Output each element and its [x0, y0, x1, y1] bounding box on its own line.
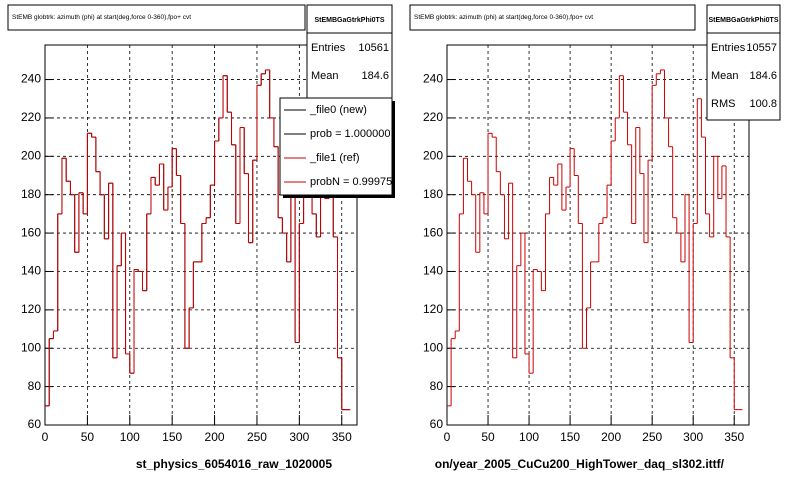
stats-box: [706, 4, 781, 121]
stats-value: 10561: [358, 42, 389, 54]
y-tick-label: 220: [21, 110, 41, 124]
x-tick-label: 100: [519, 430, 539, 444]
legend-note: prob = 1.000000: [310, 128, 390, 140]
y-tick-label: 200: [423, 148, 443, 162]
stats-value: 184.6: [749, 70, 777, 82]
y-tick-label: 100: [423, 340, 443, 354]
x-tick-label: 150: [560, 430, 580, 444]
chart-title: StEMB globtrk: azimuth (phi) at start(de…: [414, 14, 593, 21]
stats-value: 10557: [746, 42, 777, 54]
title-box: [7, 4, 306, 31]
y-tick-label: 200: [21, 148, 41, 162]
stats-label: Entries: [311, 42, 346, 54]
x-tick-label: 0: [42, 430, 49, 444]
y-tick-label: 100: [21, 340, 41, 354]
x-tick-label: 0: [444, 430, 451, 444]
x-tick-label: 150: [162, 430, 182, 444]
legend-box: [279, 97, 393, 196]
x-tick-label: 250: [247, 430, 267, 444]
y-tick-label: 60: [28, 417, 42, 431]
x-tick-label: 350: [724, 430, 744, 444]
x-tick-label: 200: [205, 430, 225, 444]
stats-label: Mean: [311, 70, 339, 82]
stats-box: [306, 4, 393, 111]
plot-frame: [446, 44, 750, 426]
x-tick-label: 250: [642, 430, 662, 444]
y-tick-label: 160: [21, 225, 41, 239]
stats-label: Entries: [711, 42, 746, 54]
legend-entry: _file0 (new): [309, 104, 367, 116]
x-axis-title: on/year_2005_CuCu200_HighTower_daq_sl302…: [435, 457, 725, 471]
y-tick-label: 140: [423, 264, 443, 278]
y-tick-label: 60: [430, 417, 444, 431]
stats-label: RMS: [711, 98, 735, 110]
x-tick-label: 50: [481, 430, 495, 444]
stats-name: StEMBGaGtrkPhi0TS: [708, 17, 778, 24]
stats-value: 184.6: [361, 70, 389, 82]
x-tick-label: 300: [683, 430, 703, 444]
legend-note: probN = 0.99975: [310, 176, 392, 188]
y-tick-label: 160: [423, 225, 443, 239]
title-box: [409, 4, 696, 31]
legend-entry: _file1 (ref): [309, 152, 360, 164]
y-tick-label: 180: [21, 187, 41, 201]
y-tick-label: 140: [21, 264, 41, 278]
y-tick-label: 80: [430, 379, 444, 393]
y-tick-label: 240: [21, 72, 41, 86]
chart-title: StEMB globtrk: azimuth (phi) at start(de…: [12, 14, 191, 21]
stats-value: 100.8: [749, 98, 777, 110]
x-tick-label: 300: [289, 430, 309, 444]
y-tick-label: 120: [21, 302, 41, 316]
x-axis-title: st_physics_6054016_raw_1020005: [136, 457, 332, 471]
x-tick-label: 50: [81, 430, 95, 444]
y-tick-label: 120: [423, 302, 443, 316]
stats-name: StEMBGaGtrkPhi0TS: [314, 17, 384, 24]
x-tick-label: 200: [601, 430, 621, 444]
y-tick-label: 180: [423, 187, 443, 201]
y-tick-label: 240: [423, 72, 443, 86]
x-tick-label: 100: [120, 430, 140, 444]
y-tick-label: 80: [28, 379, 42, 393]
x-tick-label: 350: [332, 430, 352, 444]
y-tick-label: 220: [423, 110, 443, 124]
stats-label: Mean: [711, 70, 739, 82]
